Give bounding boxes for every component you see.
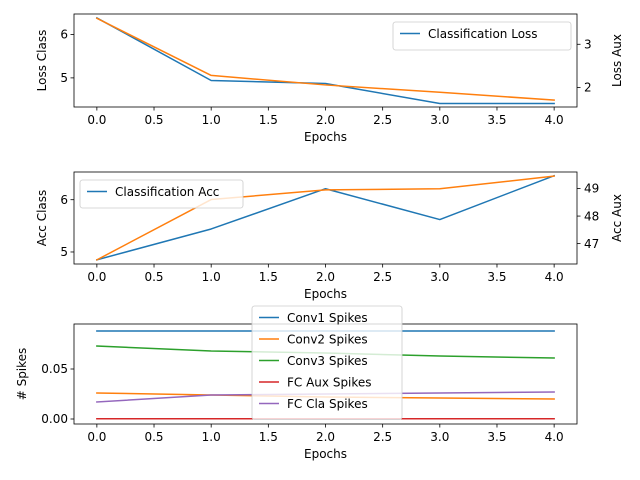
- x-tick-label: 2.0: [316, 113, 335, 127]
- x-tick-label: 3.0: [430, 430, 449, 444]
- y-axis-label: Loss Class: [35, 30, 49, 92]
- x-axis-label: Epochs: [304, 287, 347, 301]
- series-line-aux-1: [95, 17, 555, 101]
- panel-3: 0.0 0.5 1.0 1.5 2.0 2.5 3.0 3.5 4.0 Epochs 0.00 0.0…: [15, 305, 578, 461]
- x-tick-label: 0.0: [87, 270, 106, 284]
- x-tick-label: 3.0: [430, 270, 449, 284]
- y-right-axis-label: Acc Aux: [610, 194, 624, 242]
- x-tick-label: 2.5: [373, 270, 392, 284]
- legend-label: Conv2 Spikes: [287, 332, 368, 346]
- legend-label: Classification Acc: [115, 185, 219, 199]
- x-tick-label: 1.0: [202, 430, 221, 444]
- legend-label: FC Cla Spikes: [287, 397, 368, 411]
- y-axis-label: Acc Class: [35, 190, 49, 247]
- x-tick-label: 2.0: [316, 430, 335, 444]
- x-axis-label: Epochs: [304, 130, 347, 144]
- y-right-tick-label: 47: [584, 237, 599, 251]
- x-tick-label: 4.0: [545, 270, 564, 284]
- series-line-aux-1: [95, 175, 555, 261]
- y-tick-label: 5: [60, 245, 68, 259]
- x-tick-label: 2.5: [373, 430, 392, 444]
- x-tick-label: 1.5: [259, 270, 278, 284]
- legend: Classification Acc: [79, 179, 244, 209]
- y-tick-label: 5: [60, 71, 68, 85]
- panel-1: 0.0 0.5 1.0 1.5 2.0 2.5 3.0 3.5 4.0 Epochs 5 6 Loss …: [35, 13, 624, 144]
- y-right-tick-label: 2: [584, 81, 592, 95]
- x-tick-label: 3.5: [487, 430, 506, 444]
- x-tick-label: 1.0: [202, 113, 221, 127]
- x-tick-label: 0.5: [144, 113, 163, 127]
- y-right-axis-label: Loss Aux: [610, 34, 624, 87]
- x-tick-label: 2.5: [373, 113, 392, 127]
- y-right-tick-label: 3: [584, 37, 592, 51]
- legend-label: Classification Loss: [428, 27, 538, 41]
- legend-box: [392, 21, 572, 51]
- legend: Conv1 Spikes Conv2 Spikes Conv3 Spikes FC A…: [251, 305, 403, 420]
- x-tick-label: 0.0: [87, 430, 106, 444]
- x-tick-label: 0.5: [144, 430, 163, 444]
- legend-box: [79, 179, 244, 209]
- y-tick-label: 6: [60, 193, 68, 207]
- legend-label: Conv3 Spikes: [287, 354, 368, 368]
- x-tick-label: 2.0: [316, 270, 335, 284]
- panel-2: 0.0 0.5 1.0 1.5 2.0 2.5 3.0 3.5 4.0 Epochs 5 6 Acc C…: [35, 171, 624, 301]
- legend: Classification Loss: [392, 21, 572, 51]
- legend-label: FC Aux Spikes: [287, 375, 372, 389]
- y-tick-label: 6: [60, 28, 68, 42]
- y-tick-label: 0.00: [41, 412, 68, 426]
- series-line-classification-acc: [95, 174, 556, 261]
- legend-label: Conv1 Spikes: [287, 311, 368, 325]
- x-tick-label: 3.5: [487, 113, 506, 127]
- series-line-classification-loss: [95, 16, 555, 105]
- x-tick-label: 3.5: [487, 270, 506, 284]
- x-tick-label: 1.5: [259, 430, 278, 444]
- y-axis-label: # Spikes: [15, 348, 29, 401]
- y-tick-label: 0.05: [41, 362, 68, 376]
- x-tick-label: 3.0: [430, 113, 449, 127]
- x-axis-label: Epochs: [304, 447, 347, 461]
- legend-box: [251, 305, 403, 420]
- x-tick-label: 0.0: [87, 113, 106, 127]
- x-tick-label: 0.5: [144, 270, 163, 284]
- x-tick-label: 4.0: [545, 430, 564, 444]
- x-tick-label: 1.0: [202, 270, 221, 284]
- x-tick-label: 4.0: [545, 113, 564, 127]
- y-right-tick-label: 48: [584, 209, 599, 223]
- y-right-tick-label: 49: [584, 182, 599, 196]
- x-tick-label: 1.5: [259, 113, 278, 127]
